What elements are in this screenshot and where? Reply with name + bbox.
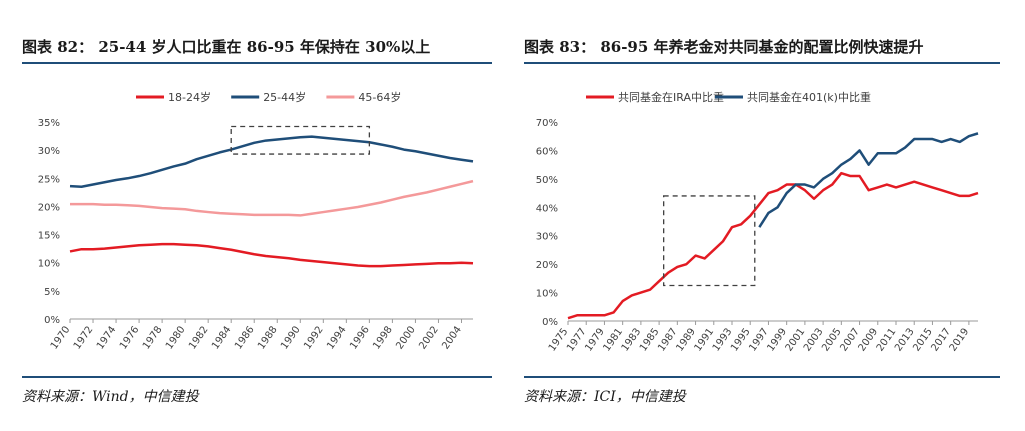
left-x-tick-label: 1980: [164, 324, 188, 351]
left-line-chart: 18-24岁 25-44岁 45-64岁 0% 5% 10% 15% 20% 25% 30% 35%…: [38, 90, 474, 352]
right-y-tick-label: 60%: [536, 146, 558, 157]
right-y-tick-label: 0%: [542, 317, 558, 328]
right-y-tick-label: 50%: [536, 175, 558, 186]
right-y-tick-label: 40%: [536, 203, 558, 214]
left-title-rule: [22, 62, 492, 64]
left-y-tick-label: 20%: [38, 202, 60, 213]
left-y-tick-label: 10%: [38, 259, 60, 270]
right-legend-label-0: 共同基金在IRA中比重: [618, 90, 724, 104]
right-line-chart: 共同基金在IRA中比重 共同基金在401(k)中比重 0% 10% 20% 30% 40% 5…: [536, 90, 979, 354]
left-x-tick-label: 2000: [394, 324, 418, 351]
left-x-tick-label: 1986: [233, 324, 257, 351]
right-figure-panel: 图表 83： 86-95 年养老金对共同基金的配置比例快速提升 共同基金在IRA…: [520, 0, 1025, 431]
left-y-tick-label: 30%: [38, 146, 60, 157]
left-source-note: 资料来源：Wind，中信建投: [22, 389, 199, 405]
left-y-tick-label: 5%: [44, 287, 60, 298]
right-series-line-0: [567, 171, 979, 320]
left-annotation-dashed-box: [230, 125, 371, 155]
right-figure-title: 图表 83： 86-95 年养老金对共同基金的配置比例快速提升: [524, 38, 924, 56]
left-x-tick-label: 1990: [279, 324, 303, 351]
right-x-tick-label: 2019: [948, 326, 972, 353]
left-x-tick-label: 1972: [72, 324, 96, 351]
left-x-tick-label: 2004: [440, 324, 464, 351]
left-legend-item-2: 45-64岁: [326, 90, 401, 104]
right-y-tick-label: 10%: [536, 289, 558, 300]
right-legend-item-0: 共同基金在IRA中比重: [586, 90, 724, 104]
left-y-tick-label: 0%: [44, 315, 60, 326]
left-figure-panel: 图表 82： 25-44 岁人口比重在 86-95 年保持在 30%以上 18-…: [0, 0, 500, 431]
left-x-tick-label: 1996: [348, 324, 372, 351]
left-legend-label-2: 45-64岁: [358, 90, 401, 104]
right-series-line-1: [758, 132, 979, 228]
right-legend-item-1: 共同基金在401(k)中比重: [715, 90, 871, 104]
right-source-note: 资料来源：ICI，中信建投: [524, 389, 686, 405]
left-series-line-2: [70, 179, 474, 217]
left-y-tick-label: 35%: [38, 118, 60, 129]
left-x-tick-label: 1982: [187, 324, 211, 351]
left-x-tick-label: 1998: [371, 324, 395, 351]
left-y-tick-label: 25%: [38, 174, 60, 185]
left-x-tick-label: 1978: [141, 324, 165, 351]
left-x-tick-label: 1976: [118, 324, 142, 351]
left-legend-label-1: 25-44岁: [263, 90, 306, 104]
left-legend-item-1: 25-44岁: [231, 90, 306, 104]
left-figure-title: 图表 82： 25-44 岁人口比重在 86-95 年保持在 30%以上: [22, 38, 431, 56]
left-y-tick-label: 15%: [38, 231, 60, 242]
right-bottom-rule: [524, 376, 1000, 378]
right-y-tick-label: 70%: [536, 118, 558, 129]
right-y-tick-label: 20%: [536, 260, 558, 271]
left-legend-label-0: 18-24岁: [168, 90, 211, 104]
left-x-tick-label: 1988: [256, 324, 280, 351]
left-x-tick-label: 1994: [325, 324, 349, 351]
left-legend-item-0: 18-24岁: [136, 90, 211, 104]
left-x-tick-label: 1992: [302, 324, 326, 351]
left-series-line-0: [69, 242, 474, 268]
left-x-tick-label: 2002: [417, 324, 441, 351]
left-series-line-1: [69, 135, 474, 188]
left-x-tick-label: 1974: [95, 324, 119, 351]
left-x-tick-label: 1984: [210, 324, 234, 351]
right-legend-label-1: 共同基金在401(k)中比重: [747, 90, 871, 104]
right-y-tick-label: 30%: [536, 232, 558, 243]
right-title-rule: [524, 62, 1000, 64]
left-x-tick-label: 1970: [49, 324, 73, 351]
left-bottom-rule: [22, 376, 492, 378]
right-annotation-dashed-box: [663, 195, 756, 287]
